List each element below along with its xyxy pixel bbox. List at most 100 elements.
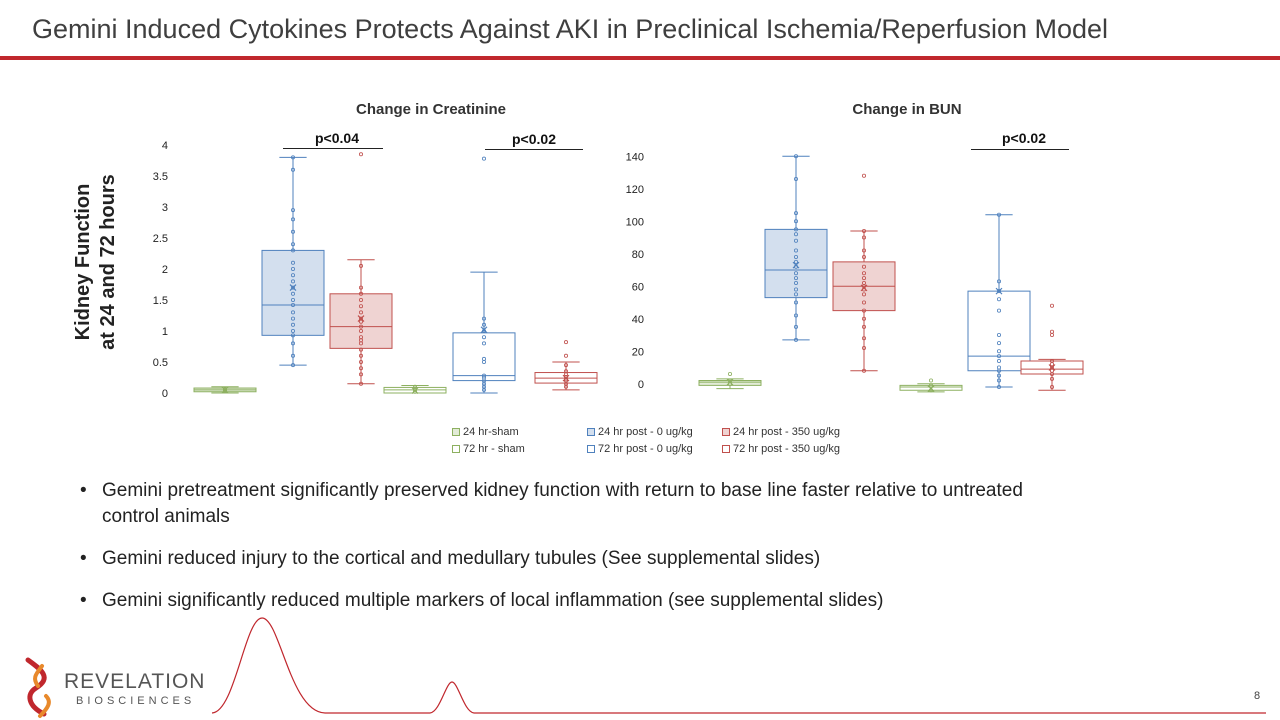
data-point <box>358 353 363 358</box>
data-point <box>793 324 798 329</box>
data-point <box>861 173 866 178</box>
data-point <box>358 347 363 352</box>
data-point <box>793 313 798 318</box>
box-24-hr-post-350-ug-kg <box>329 152 393 386</box>
data-point <box>793 219 798 224</box>
data-point <box>793 280 798 285</box>
data-point <box>358 263 363 268</box>
box-24-hr-post-350-ug-kg <box>832 173 896 373</box>
y-tick-label: 120 <box>626 184 644 196</box>
legend-swatch <box>587 428 595 436</box>
data-point <box>793 287 798 292</box>
data-point <box>793 259 798 264</box>
data-point <box>996 341 1001 346</box>
data-point <box>996 332 1001 337</box>
data-point <box>996 384 1001 389</box>
data-point <box>563 369 568 374</box>
data-point <box>861 248 866 253</box>
y-tick-label: 140 <box>626 151 644 163</box>
data-point <box>1049 303 1054 308</box>
data-point <box>861 345 866 350</box>
data-point <box>793 154 798 159</box>
logo-subtitle: BIOSCIENCES <box>76 695 196 707</box>
box-24-hr-post-0-ug-kg <box>261 155 325 368</box>
data-point <box>481 356 486 361</box>
data-point <box>793 337 798 342</box>
data-point <box>1049 358 1054 363</box>
data-point <box>290 155 295 160</box>
logo-name: REVELATION <box>64 670 206 693</box>
data-point <box>481 375 486 380</box>
data-point <box>996 279 1001 284</box>
data-point <box>793 300 798 305</box>
bun-chart-title: Change in BUN <box>852 101 962 118</box>
legend-label: 72 hr - sham <box>463 443 525 455</box>
data-point <box>563 340 568 345</box>
mean-marker <box>1048 364 1056 371</box>
creatinine-chart-title: Change in Creatinine <box>355 101 507 118</box>
box-24-hr-post-0-ug-kg <box>764 154 828 342</box>
data-point <box>996 308 1001 313</box>
legend-item-72hr-sham: 72 hr - sham <box>452 443 525 455</box>
data-point <box>481 373 486 378</box>
mean-marker <box>357 315 365 323</box>
data-point <box>481 341 486 346</box>
box-24-hr-sham <box>193 386 257 394</box>
creatinine-pvalue-72hr: p<0.02 <box>512 131 556 147</box>
mean-marker <box>927 385 935 393</box>
data-point <box>290 341 295 346</box>
revelation-logo: REVELATION BIOSCIENCES <box>22 656 222 720</box>
legend-label: 72 hr post - 350 ug/kg <box>733 443 841 455</box>
y-tick-label: 40 <box>632 314 644 326</box>
data-point <box>481 316 486 321</box>
data-point <box>290 279 295 284</box>
box-72-hr-post-0-ug-kg <box>967 212 1031 389</box>
data-point <box>928 383 933 388</box>
data-point <box>290 297 295 302</box>
data-point <box>290 302 295 307</box>
page-number: 8 <box>1254 690 1261 702</box>
data-point <box>861 324 866 329</box>
legend-swatch <box>587 445 595 453</box>
box-72-hr-post-350-ug-kg <box>1020 303 1084 391</box>
mean-marker <box>562 374 570 382</box>
y-tick-label: 0 <box>638 379 644 391</box>
data-point <box>793 232 798 237</box>
legend-swatch <box>452 428 460 436</box>
data-point <box>1049 376 1054 381</box>
data-point <box>861 368 866 373</box>
data-point <box>358 324 363 329</box>
box-72-hr-post-350-ug-kg <box>534 340 598 391</box>
data-point <box>928 378 933 383</box>
data-point <box>412 384 417 389</box>
data-point <box>793 238 798 243</box>
data-point <box>358 304 363 309</box>
box-72-hr-post-0-ug-kg <box>452 156 516 394</box>
box-iqr <box>452 332 516 382</box>
data-point <box>996 289 1001 294</box>
data-point <box>223 387 228 392</box>
data-point <box>861 292 866 297</box>
y-tick-label: 1 <box>162 326 168 338</box>
bun-pvalue-72hr-bracket <box>971 149 1069 150</box>
y-tick-label: 4 <box>162 140 168 152</box>
legend-item-24hr-350ug: 24 hr post - 350 ug/kg <box>722 426 840 438</box>
data-point <box>290 310 295 315</box>
data-point <box>861 280 866 285</box>
data-point <box>996 354 1001 359</box>
data-point <box>290 328 295 333</box>
data-point <box>358 291 363 296</box>
box-24-hr-sham <box>698 371 762 390</box>
data-point <box>290 273 295 278</box>
data-point <box>290 285 295 290</box>
bullet-item: Gemini reduced injury to the cortical an… <box>80 546 1080 572</box>
y-tick-label: 0.5 <box>153 357 168 369</box>
box-72-hr-sham <box>383 384 447 394</box>
data-point <box>358 152 363 157</box>
data-point <box>290 322 295 327</box>
data-point <box>481 335 486 340</box>
data-point <box>290 333 295 338</box>
data-point <box>358 310 363 315</box>
data-point <box>290 363 295 368</box>
